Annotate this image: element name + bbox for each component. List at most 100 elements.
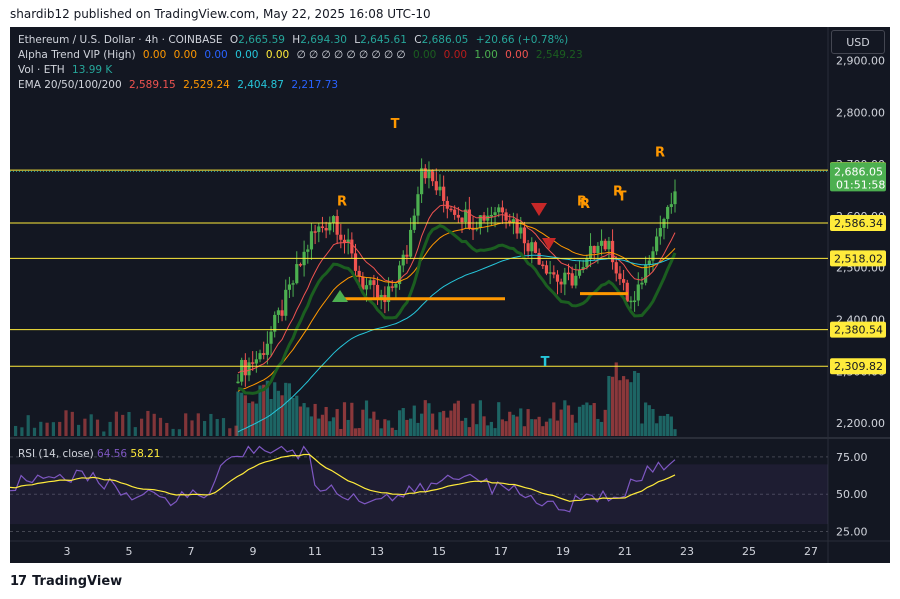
volume-bar (102, 431, 106, 436)
candle-body (265, 343, 269, 355)
candle-body (577, 269, 582, 276)
level-tag (830, 215, 886, 232)
alpha-tail-3: 1.00 (474, 49, 498, 61)
countdown-label: 01:51:58 (836, 178, 885, 191)
volume-bar (346, 419, 350, 436)
volume-bar (383, 419, 387, 436)
volume-bar (317, 418, 321, 436)
candle-body (254, 359, 258, 364)
candles-group (236, 158, 677, 387)
candle-body (607, 240, 611, 250)
rsi-band (10, 464, 828, 525)
volume-bar (251, 401, 255, 436)
volume-bar (262, 384, 266, 436)
volume-bar (669, 416, 673, 436)
candle-body (574, 275, 578, 286)
candle-body (486, 215, 490, 221)
candle-body (511, 219, 516, 223)
rsi-tick-label: 25.00 (836, 526, 868, 539)
legend-change: +20.66 (+0.78%) (475, 34, 569, 46)
signal-marker: R (580, 197, 590, 212)
level-tag (830, 321, 886, 338)
candle-body (434, 181, 438, 191)
volume-bar (184, 413, 188, 436)
x-tick-label: 5 (126, 545, 133, 558)
volume-bar (577, 406, 582, 436)
ema50-value: 2,529.24 (183, 79, 230, 91)
candle-body (669, 204, 673, 207)
volume-bar (236, 391, 240, 436)
volume-bar (621, 376, 626, 436)
candle-body (618, 273, 622, 280)
volume-bar (276, 390, 280, 436)
level-tag (830, 250, 886, 267)
volume-bar (254, 403, 258, 436)
level-tag-label: 2,309.82 (834, 360, 883, 373)
volume-bar (405, 419, 409, 436)
volume-bar (486, 425, 490, 436)
volume-bar (408, 418, 413, 436)
volume-bar (379, 428, 383, 436)
volume-bar (475, 424, 479, 436)
volume-bar (588, 405, 593, 436)
price-chart-svg[interactable]: 3 5 7 9 11 13 15 17 19 21 23 25 27 2,900.00 2,800.00 2,… (10, 27, 890, 563)
volume-bar (544, 421, 549, 436)
volume-bar (51, 422, 55, 436)
volume-bar (331, 417, 336, 436)
candle-body (655, 236, 659, 252)
currency-button[interactable]: USD (831, 30, 885, 54)
candle-body (478, 215, 482, 228)
volume-bar (581, 404, 585, 436)
candle-body (508, 220, 512, 223)
volume-bar (442, 410, 446, 436)
tradingview-brand[interactable]: 17 TradingView (10, 574, 122, 589)
volume-bar (240, 392, 244, 436)
volume-bar (368, 418, 372, 436)
volume-bar (471, 403, 475, 436)
volume-bar (548, 418, 552, 436)
volume-bar (453, 403, 457, 436)
legend-low: 2,645.61 (360, 34, 407, 46)
candle-body (522, 227, 527, 244)
volume-bar (599, 421, 604, 436)
candle-body (243, 359, 247, 376)
current-price-label: 2,686.05 (834, 165, 883, 178)
volume-bar (284, 382, 288, 436)
signal-marker: T (618, 189, 627, 204)
rsi-tick-label: 50.00 (836, 488, 868, 501)
candle-body (328, 222, 332, 231)
rsi-value: 64.56 (97, 448, 128, 460)
volume-bar (537, 416, 541, 436)
volume-bar (515, 416, 519, 436)
ema200-value: 2,217.73 (291, 79, 339, 91)
volume-bar (640, 423, 644, 436)
volume-bar (45, 422, 49, 436)
volume-bar (95, 419, 100, 436)
candle-body (416, 194, 420, 216)
volume-bar (291, 398, 295, 436)
candle-body (306, 249, 310, 252)
volume-bar (146, 410, 150, 436)
signal-marker: R (577, 195, 587, 210)
x-tick-label: 13 (370, 545, 384, 558)
volume-bar (306, 407, 310, 436)
candle-body (467, 209, 471, 229)
x-tick-label: 21 (618, 545, 632, 558)
legend-vol-value: 13.99 K (72, 64, 113, 76)
volume-bar (655, 423, 659, 436)
volume-bar (269, 399, 273, 436)
volume-bar (497, 402, 501, 436)
candle-body (673, 191, 677, 205)
legend-symbol: Ethereum / U.S. Dollar · 4h · COINBASE (18, 34, 223, 46)
volume-bar (478, 400, 482, 436)
candle-body (408, 229, 413, 257)
chart-panel[interactable]: 3 5 7 9 11 13 15 17 19 21 23 25 27 2,900.00 2,800.00 2,… (10, 27, 890, 563)
volume-bar (375, 419, 380, 436)
volume-bar (570, 414, 574, 436)
volume-bar (467, 427, 471, 436)
volume-group (14, 362, 677, 436)
volume-bar (412, 405, 416, 436)
volume-bar (165, 422, 169, 436)
current-price-tag (830, 162, 886, 192)
volume-bar (364, 400, 369, 436)
